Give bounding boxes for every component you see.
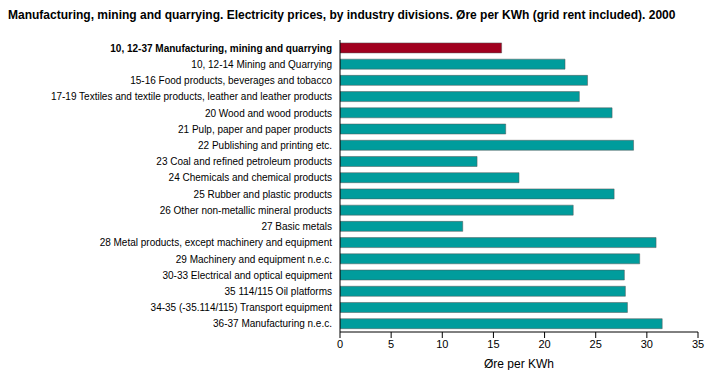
svg-text:36-37 Manufacturing n.e.c.: 36-37 Manufacturing n.e.c. <box>213 318 332 329</box>
svg-text:10, 12-37 Manufacturing, minin: 10, 12-37 Manufacturing, mining and quar… <box>110 43 332 54</box>
svg-text:20: 20 <box>538 338 550 350</box>
svg-text:5: 5 <box>388 338 394 350</box>
svg-text:28 Metal products, except mach: 28 Metal products, except machinery and … <box>100 237 333 248</box>
svg-text:23 Coal and refined petroleum: 23 Coal and refined petroleum products <box>156 156 332 167</box>
svg-text:15: 15 <box>487 338 499 350</box>
svg-text:10: 10 <box>436 338 448 350</box>
svg-text:22 Publishing and printing etc: 22 Publishing and printing etc. <box>198 140 332 151</box>
svg-text:29 Machinery and equipment n.e: 29 Machinery and equipment n.e.c. <box>176 254 332 265</box>
svg-text:0: 0 <box>337 338 343 350</box>
svg-text:27 Basic metals: 27 Basic metals <box>261 221 332 232</box>
svg-text:21 Pulp, paper and paper produ: 21 Pulp, paper and paper products <box>178 124 332 135</box>
svg-text:25 Rubber and plastic product: 25 Rubber and plastic products <box>194 189 332 200</box>
svg-text:24 Chemicals and chemical prod: 24 Chemicals and chemical products <box>169 172 332 183</box>
svg-text:15-16 Food products, beverages: 15-16 Food products, beverages and tobac… <box>130 75 332 86</box>
svg-text:25: 25 <box>590 338 602 350</box>
html-text:Manufacturing, mining and quar: Manufacturing, mining and quarrying. Ele… <box>8 8 676 22</box>
svg-text:30-33 Electrical and optical: 30-33 Electrical and optical equipment <box>162 270 332 281</box>
svg-text:Øre per KWh: Øre per KWh <box>484 357 554 370</box>
svg-text:20 Wood and wood products: 20 Wood and wood products <box>205 108 332 119</box>
svg-text:35 114/115 Oil platforms: 35 114/115 Oil platforms <box>225 286 332 297</box>
svg-text:35: 35 <box>692 338 704 350</box>
svg-text:26 Other non-metallic mineral: 26 Other non-metallic mineral products <box>160 205 332 216</box>
svg-text:34-35 (-35.114/115) Transport: 34-35 (-35.114/115) Transport equipment <box>151 302 333 313</box>
svg-text:10, 12-14 Mining and Quarrying: 10, 12-14 Mining and Quarrying <box>191 59 332 70</box>
svg-text:17-19 Textiles and textile pro: 17-19 Textiles and textile products, lea… <box>51 91 332 102</box>
svg-text:30: 30 <box>641 338 653 350</box>
